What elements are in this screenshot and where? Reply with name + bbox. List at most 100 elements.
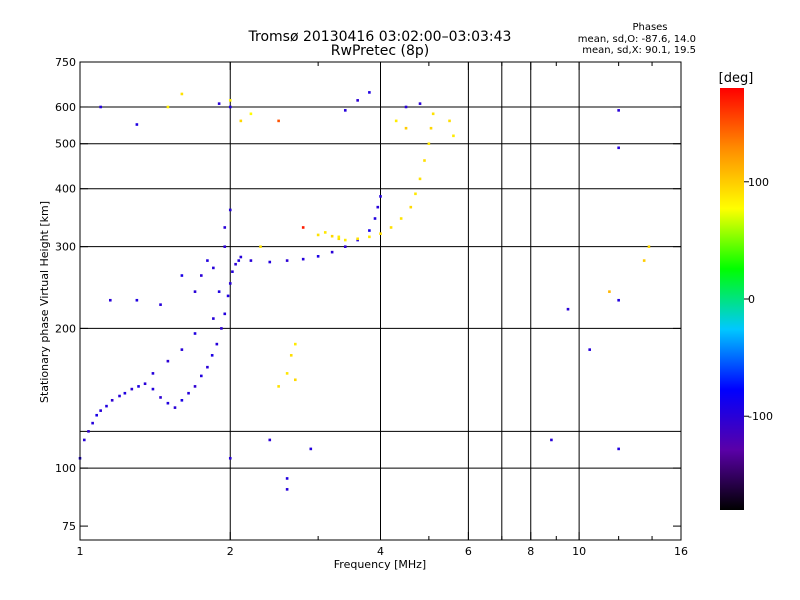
colorbar-tick-label: 0	[748, 293, 755, 306]
data-point	[294, 378, 297, 382]
data-point	[135, 298, 139, 302]
data-point	[228, 282, 232, 285]
data-point	[423, 159, 426, 162]
x-tick-label: 16	[674, 545, 688, 558]
data-point	[226, 294, 230, 298]
data-point	[223, 245, 227, 248]
data-point	[239, 119, 243, 123]
data-point	[414, 192, 417, 196]
data-point	[180, 398, 184, 402]
data-point	[343, 238, 347, 242]
data-points	[78, 91, 651, 491]
data-point	[210, 354, 214, 357]
data-point	[99, 105, 102, 109]
data-point	[130, 387, 134, 391]
data-point	[259, 245, 262, 248]
data-point	[268, 438, 272, 442]
data-point	[143, 382, 147, 386]
data-point	[427, 142, 431, 146]
data-point	[418, 177, 422, 181]
data-point	[95, 413, 98, 417]
x-tick-label: 4	[377, 545, 384, 558]
data-point	[212, 266, 215, 270]
data-point	[249, 259, 253, 262]
data-point	[617, 146, 620, 150]
data-point	[108, 298, 112, 302]
data-point	[418, 102, 422, 105]
data-point	[206, 259, 209, 262]
data-point	[110, 398, 114, 402]
data-point	[617, 298, 620, 302]
data-point	[323, 231, 327, 234]
data-point	[429, 126, 433, 130]
data-point	[452, 134, 455, 138]
data-point	[217, 290, 221, 293]
data-point	[356, 99, 359, 102]
data-point	[309, 447, 313, 451]
data-point	[394, 119, 398, 123]
data-point	[285, 259, 289, 262]
data-point	[368, 91, 371, 94]
data-point	[193, 332, 197, 335]
x-axis: 1 2 4 6 8 10 16	[77, 62, 688, 558]
data-point	[228, 105, 232, 109]
data-point	[180, 274, 184, 277]
data-point	[99, 409, 102, 412]
data-point	[166, 401, 170, 405]
data-point	[379, 232, 382, 235]
data-point	[135, 123, 139, 126]
data-point	[87, 430, 90, 433]
y-tick-label: 600	[55, 101, 76, 114]
data-point	[180, 348, 184, 351]
data-point	[212, 317, 215, 320]
data-point	[289, 354, 293, 357]
data-point	[118, 394, 121, 398]
data-point	[316, 255, 320, 258]
data-point	[373, 217, 377, 220]
data-point	[448, 119, 451, 123]
data-point	[285, 488, 289, 491]
chart-subtitle: RwPretec (8p)	[331, 43, 429, 59]
x-tick-label: 1	[77, 545, 84, 558]
data-point	[399, 217, 403, 220]
data-point	[151, 372, 155, 375]
data-point	[404, 126, 408, 130]
data-point	[239, 255, 243, 259]
colorbar-label: [deg]	[719, 71, 754, 86]
data-point	[617, 447, 620, 451]
data-point	[159, 303, 162, 306]
data-point	[301, 226, 305, 229]
x-tick-label: 8	[527, 545, 534, 558]
y-tick-label: 75	[62, 520, 76, 533]
x-axis-label: Frequency [MHz]	[334, 558, 426, 571]
data-point	[82, 438, 86, 442]
colorbar-ticks: 100 0 -100	[744, 176, 773, 423]
grid	[80, 62, 681, 540]
data-point	[343, 245, 347, 248]
data-point	[330, 234, 334, 238]
data-point	[228, 208, 232, 212]
y-tick-label: 750	[55, 56, 76, 69]
data-point	[642, 259, 646, 262]
data-point	[343, 109, 347, 112]
data-point	[294, 342, 297, 346]
data-point	[173, 406, 177, 409]
data-point	[91, 421, 94, 425]
data-point	[356, 237, 359, 241]
data-point	[166, 359, 170, 363]
data-point	[237, 259, 241, 262]
data-point	[588, 348, 591, 351]
data-point	[409, 205, 413, 209]
data-point	[285, 372, 289, 375]
y-tick-label: 100	[55, 462, 76, 475]
data-point	[220, 327, 223, 330]
y-tick-label: 300	[55, 241, 76, 254]
data-point	[249, 112, 253, 116]
data-point	[193, 290, 197, 293]
data-point	[285, 477, 289, 480]
x-tick-label: 6	[465, 545, 472, 558]
data-point	[206, 365, 209, 369]
data-point	[268, 260, 272, 264]
data-point	[159, 396, 162, 399]
data-point	[223, 226, 227, 229]
